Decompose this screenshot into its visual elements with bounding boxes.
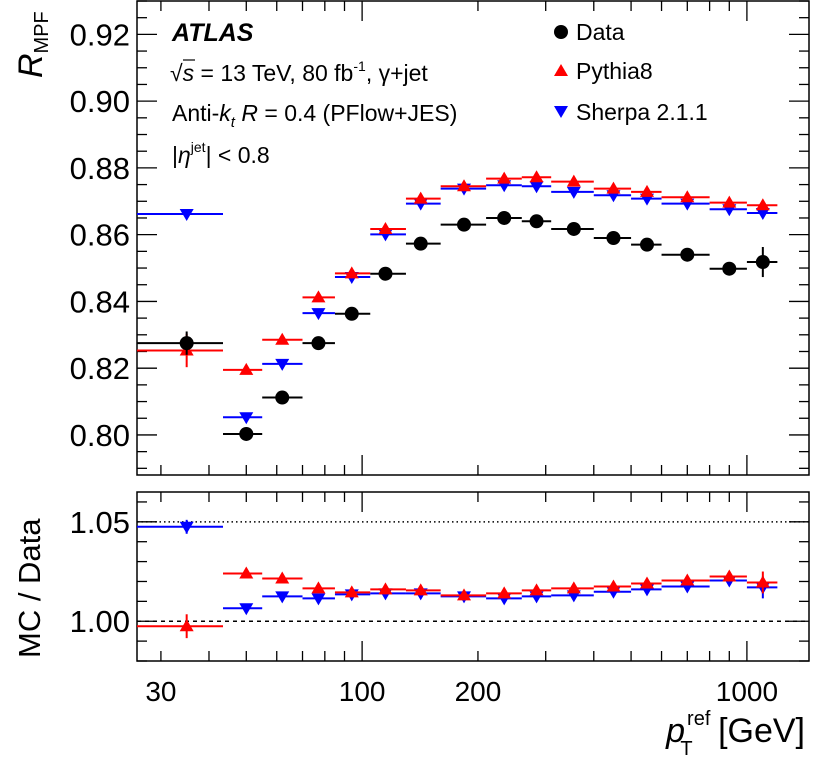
top-y-axis-label: RMPF: [12, 11, 53, 78]
data-point: [680, 247, 695, 262]
data-point: [640, 576, 655, 589]
data-point: [179, 619, 194, 632]
data-point: [275, 571, 290, 584]
data-point: [566, 186, 581, 199]
legend-data-marker: [554, 25, 568, 39]
data-point: [529, 214, 544, 229]
data-point: [311, 581, 326, 594]
energy-annotation: √s = 13 TeV, 80 fb-1, γ+jet: [170, 58, 428, 86]
data-point: [755, 207, 770, 220]
data-point: [378, 266, 393, 281]
data-point: [606, 181, 621, 194]
data-point: [239, 412, 254, 425]
data-point: [311, 336, 326, 351]
data-point: [722, 569, 737, 582]
data-point: [566, 221, 581, 236]
data-point: [239, 426, 254, 441]
top-y-tick-label: 0.90: [70, 84, 130, 119]
data-point: [722, 261, 737, 276]
data-point: [311, 290, 326, 303]
data-point: [497, 171, 512, 184]
data-point: [239, 603, 254, 616]
data-point: [413, 583, 428, 596]
top-series-data: [137, 210, 778, 441]
data-series-layer: [137, 170, 778, 639]
data-point: [566, 581, 581, 594]
data-point: [378, 582, 393, 595]
data-point: [606, 231, 621, 245]
top-y-tick-label: 0.86: [70, 218, 130, 253]
experiment-label: ATLAS: [171, 19, 254, 47]
data-point: [311, 593, 326, 606]
data-point: [529, 583, 544, 596]
data-point: [457, 217, 472, 232]
data-point: [344, 266, 359, 279]
data-point: [497, 210, 512, 225]
legend-label-pythia8: Pythia8: [576, 58, 653, 84]
ratio-y-tick-label: 1.05: [70, 505, 130, 540]
data-point: [640, 237, 655, 252]
data-point: [755, 198, 770, 211]
eta-annotation: |ηjet| < 0.8: [172, 139, 270, 168]
top-y-tick-label: 0.84: [70, 284, 130, 319]
data-point: [179, 521, 194, 534]
data-point: [457, 179, 472, 192]
data-point: [497, 586, 512, 599]
data-point: [239, 362, 254, 375]
top-y-tick-label: 0.92: [70, 17, 130, 52]
data-point: [275, 591, 290, 604]
data-point: [680, 573, 695, 586]
data-point: [344, 585, 359, 598]
data-point: [413, 191, 428, 204]
data-point: [344, 306, 359, 321]
legend-sherpa-marker: [554, 106, 568, 118]
data-point: [179, 336, 194, 351]
data-point: [457, 588, 472, 601]
ratio-series-sherpa-2-1-1: [137, 519, 778, 616]
ratio-y-axis-label: MC / Data: [12, 518, 47, 658]
ratio-series-pythia8: [137, 566, 778, 639]
algorithm-annotation: Anti-kt R = 0.4 (PFlow+JES): [172, 100, 457, 131]
data-point: [311, 308, 326, 321]
x-tick-label: 1000: [716, 676, 778, 707]
axis-ticks: 30 100 200 1000 0.80 0.82 0.84 0.86 0.88 0.90 0.92…: [70, 0, 809, 707]
legend: Data Pythia8 Sherpa 2.1.1: [554, 19, 708, 125]
x-tick-label: 30: [145, 676, 176, 707]
data-point: [566, 174, 581, 187]
top-y-tick-label: 0.88: [70, 151, 130, 186]
top-series-pythia8: [137, 170, 778, 375]
top-series-sherpa-2-1-1: [137, 180, 778, 425]
data-point: [529, 170, 544, 183]
data-point: [239, 566, 254, 579]
data-point: [640, 184, 655, 197]
data-point: [179, 208, 194, 221]
data-point: [722, 195, 737, 208]
data-point: [606, 579, 621, 592]
data-point: [413, 236, 428, 251]
data-point: [275, 390, 290, 405]
x-tick-label: 100: [339, 676, 386, 707]
data-point: [755, 575, 770, 588]
data-point: [275, 332, 290, 345]
legend-pythia8-marker: [554, 64, 568, 76]
top-y-tick-label: 0.80: [70, 418, 130, 453]
data-point: [755, 255, 770, 270]
data-point: [680, 190, 695, 203]
x-tick-label: 200: [455, 676, 502, 707]
data-point: [529, 181, 544, 194]
data-point: [275, 358, 290, 371]
legend-label-data: Data: [576, 19, 625, 45]
ratio-plot-frame: [136, 491, 810, 662]
top-plot-frame: [136, 0, 810, 476]
top-y-tick-label: 0.82: [70, 351, 130, 386]
data-point: [378, 221, 393, 234]
ratio-y-tick-label: 1.00: [70, 604, 130, 639]
legend-label-sherpa: Sherpa 2.1.1: [576, 99, 708, 125]
x-axis-label: p ref T [GeV]: [665, 708, 805, 758]
